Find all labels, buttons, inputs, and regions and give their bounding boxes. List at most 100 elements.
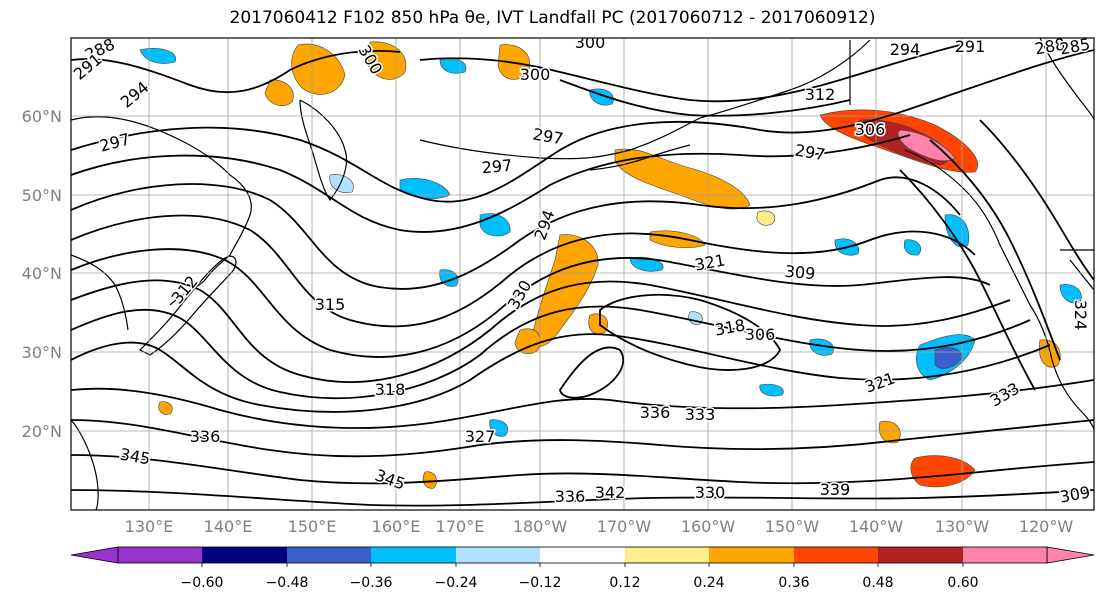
contour-line xyxy=(979,119,1094,281)
colorbar xyxy=(70,546,1095,567)
negative-anomaly-patch xyxy=(629,257,664,272)
negative-anomaly-patch xyxy=(1059,284,1082,304)
colorbar-tick: 0.24 xyxy=(693,575,724,591)
lon-label: 160°E xyxy=(372,517,421,536)
coastline-canada-north xyxy=(849,38,1094,121)
contour-label: 318 xyxy=(375,380,406,399)
latitude-labels: 60°N 50°N 40°N 30°N 20°N xyxy=(22,107,62,441)
colorbar-bin xyxy=(794,547,878,563)
colorbar-tick: −0.60 xyxy=(181,575,224,591)
contour-line xyxy=(599,293,782,371)
lon-label: 140°E xyxy=(204,517,253,536)
lat-label: 30°N xyxy=(22,343,62,362)
coastline-alaska xyxy=(419,39,871,160)
coastline-japan xyxy=(138,255,237,356)
positive-anomaly-patch xyxy=(614,148,751,210)
coastline-mexico xyxy=(1060,249,1094,291)
lon-label: 130°W xyxy=(935,517,990,536)
lon-label: 120°W xyxy=(1019,517,1074,536)
lon-label: 160°W xyxy=(681,517,736,536)
contour-line xyxy=(419,44,961,103)
coastline-kamchatka xyxy=(299,99,348,202)
lon-label: 170°W xyxy=(597,517,652,536)
colorbar-bin xyxy=(709,547,794,563)
contour-label: 309 xyxy=(784,262,816,284)
contour-label: 339 xyxy=(820,480,851,499)
positive-anomaly-patch xyxy=(422,471,437,489)
positive-anomaly-patch xyxy=(158,401,173,415)
positive-anomaly-patch xyxy=(756,210,776,226)
contour-line xyxy=(71,49,401,94)
contour-label: 324 xyxy=(1071,300,1090,331)
colorbar-bin xyxy=(540,547,625,563)
positive-anomaly-patch xyxy=(529,234,599,348)
contour-line xyxy=(71,379,1094,429)
contour-line xyxy=(71,419,1094,458)
graticule xyxy=(71,38,1094,510)
colorbar-ticks: −0.60 −0.48 −0.36 −0.24 −0.12 0.12 0.24 … xyxy=(181,575,979,591)
contour-line xyxy=(71,454,1094,485)
lat-label: 20°N xyxy=(22,422,62,441)
colorbar-bin xyxy=(118,547,202,563)
contour-label: 306 xyxy=(745,325,776,344)
contour-line xyxy=(559,79,851,117)
positive-anomaly-patch xyxy=(878,420,901,444)
lon-label: 140°W xyxy=(849,517,904,536)
longitude-labels: 130°E 140°E 150°E 160°E 170°E 180°W 170°… xyxy=(125,517,1074,536)
colorbar-frame xyxy=(117,546,1048,564)
colorbar-tick: 0.60 xyxy=(947,575,978,591)
chart-title: 2017060412 F102 850 hPa θe, IVT Landfall… xyxy=(229,8,876,28)
colorbar-tick: 0.12 xyxy=(609,575,640,591)
contour-label: 291 xyxy=(955,37,986,56)
contour-line xyxy=(71,176,961,290)
contour-label: 306 xyxy=(855,120,886,139)
contour-line xyxy=(71,305,1031,400)
colorbar-bin xyxy=(625,547,709,563)
negative-anomaly-patch xyxy=(329,174,354,193)
positive-anomaly-patch xyxy=(910,455,976,488)
contour-label: 297 xyxy=(481,156,513,178)
contour-label: 336 xyxy=(555,487,586,506)
colorbar-tick: −0.24 xyxy=(435,575,478,591)
contour-label: 294 xyxy=(890,40,921,59)
positive-anomaly-patch xyxy=(514,328,541,354)
theta-e-contours xyxy=(71,44,1094,507)
lon-label: 180°W xyxy=(513,517,568,536)
lat-label: 60°N xyxy=(22,107,62,126)
negative-anomaly-patch xyxy=(903,239,922,256)
contour-label: 336 xyxy=(190,427,221,446)
colorbar-tick: 0.48 xyxy=(862,575,893,591)
colorbar-extend-low xyxy=(70,546,119,564)
lon-label: 170°E xyxy=(436,517,485,536)
lat-label: 50°N xyxy=(22,186,62,205)
colorbar-bin xyxy=(371,547,456,563)
colorbar-bin xyxy=(202,547,287,563)
contour-label: 288 xyxy=(1033,34,1066,58)
contour-label: 315 xyxy=(315,295,346,314)
lon-label: 130°E xyxy=(125,517,174,536)
lon-label: 150°W xyxy=(765,517,820,536)
positive-anomaly-patch xyxy=(264,79,294,106)
contour-label: 285 xyxy=(1058,34,1091,58)
contour-label: 300 xyxy=(520,65,551,84)
colorbar-bin xyxy=(963,547,1047,563)
lon-label: 150°E xyxy=(288,517,337,536)
contour-line xyxy=(929,139,1061,361)
contour-line xyxy=(71,279,1011,383)
lat-label: 40°N xyxy=(22,264,62,283)
negative-anomaly-patch xyxy=(809,338,834,356)
contour-line xyxy=(71,333,1051,413)
colorbar-extend-high xyxy=(1046,546,1095,564)
contour-line xyxy=(559,346,625,399)
coastlines xyxy=(71,38,1094,510)
contour-label: 342 xyxy=(595,483,626,502)
negative-anomaly-patch xyxy=(759,383,784,397)
contour-label: 336 xyxy=(640,403,671,422)
contour-line xyxy=(899,169,1036,391)
colorbar-bin xyxy=(456,547,540,563)
coastline-asia xyxy=(71,116,252,306)
contour-label: 300 xyxy=(575,33,606,52)
coastline-aleutians xyxy=(589,144,691,171)
contour-line xyxy=(71,489,1094,507)
